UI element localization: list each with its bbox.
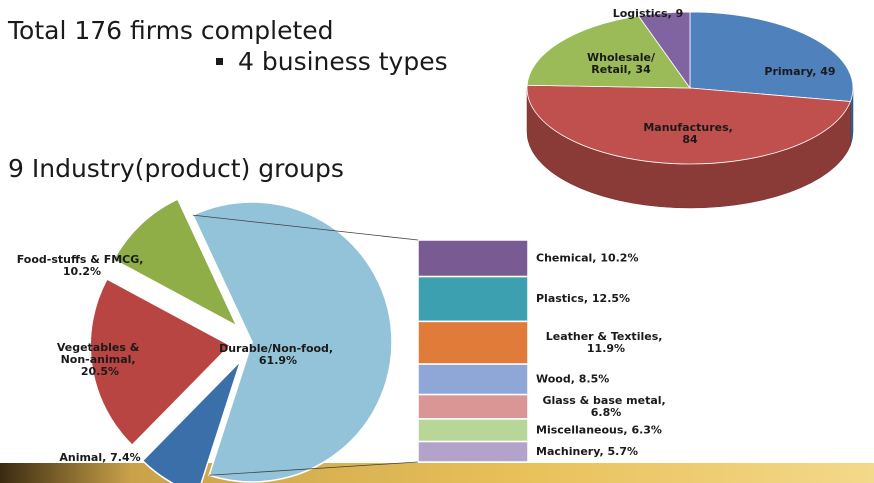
data-label: Logistics, 9 (613, 7, 684, 20)
pie-slice (526, 15, 691, 89)
data-label: Food-stuffs & FMCG, 10.2% (17, 253, 148, 278)
data-label: Durable/Non-food, 61.9% (219, 342, 337, 367)
breakdown-bar (417, 363, 529, 396)
data-label: Miscellaneous, 6.3% (536, 423, 662, 436)
pie-slice (89, 277, 232, 447)
bullet-square (216, 58, 223, 65)
pie-slice (112, 198, 239, 328)
pie-slice (689, 11, 854, 102)
data-label: Plastics, 12.5% (536, 292, 630, 305)
data-label: Chemical, 10.2% (536, 251, 638, 264)
data-label: Leather & Textiles, 11.9% (546, 330, 667, 355)
data-label: Wood, 8.5% (536, 372, 609, 385)
data-label: Machinery, 5.7% (536, 445, 638, 458)
breakdown-bar (417, 393, 529, 420)
data-label: Wholesale/Retail, 34 (587, 51, 656, 76)
pie-slice (141, 360, 242, 483)
data-label: Glass & base metal, 6.8% (542, 394, 669, 419)
data-label: Primary, 49 (764, 65, 835, 78)
title: Total 176 firms completed (7, 16, 334, 45)
breakdown-bar (417, 418, 529, 443)
breakdown-bar (417, 275, 529, 323)
breakdown-bar (417, 440, 529, 463)
pie-slice (191, 201, 393, 483)
footer-band (0, 463, 874, 483)
data-label: Manufactures, 84 (643, 121, 736, 146)
connector-line (192, 214, 419, 241)
data-label: Animal, 7.4% (59, 451, 140, 464)
breakdown-bar (417, 239, 529, 278)
connector-line (209, 461, 419, 476)
bullet-text: 4 business types (238, 47, 448, 76)
data-label: Vegetables & Non-animal, 20.5% (57, 341, 143, 378)
breakdown-bar (417, 320, 529, 365)
pie-slice (526, 84, 851, 165)
pie-slice (637, 11, 691, 90)
subtitle: 9 Industry(product) groups (8, 154, 344, 183)
